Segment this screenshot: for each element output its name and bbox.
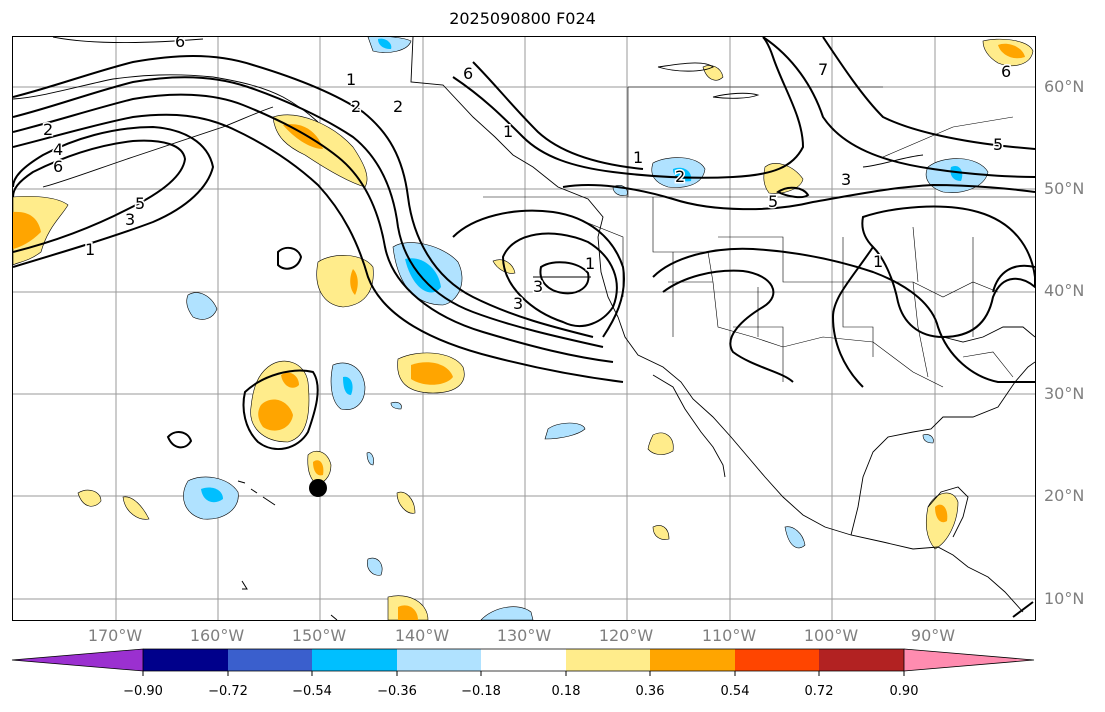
lon-label-140w: 140°W [394,626,450,645]
contour-label: 6 [53,157,63,176]
contour-label: 3 [533,277,543,296]
chart-title: 2025090800 F024 [449,9,596,28]
lon-label-170w: 170°W [87,626,143,645]
contour-label: 1 [346,70,356,89]
contour-label: 1 [503,122,513,141]
political-borders [483,86,1035,388]
contour-label: 5 [768,192,778,211]
lon-label-160w: 160°W [189,626,245,645]
contour-label: 4 [53,140,63,159]
station-marker[interactable] [309,479,327,497]
colorbar-cell [397,649,481,671]
colorbar-tick-label: −0.72 [208,684,248,699]
colorbar-extend-low [12,649,143,671]
lat-label-60n: 60°N [1044,77,1085,96]
colorbar-tick-label: 0.36 [635,684,665,699]
colorbar-extend-high [904,649,1034,671]
colorbar-cell [312,649,397,671]
lon-label-90w: 90°W [910,626,956,645]
colorbar-cell [228,649,312,671]
contour-label: 6 [1001,62,1011,81]
colorbar-cell [650,649,735,671]
colorbar-tick-label: 0.54 [720,684,750,699]
colorbar-tick-label: 0.72 [804,684,834,699]
lon-label-100w: 100°W [803,626,859,645]
colorbar-cell [143,649,228,671]
colorbar-cell [735,649,819,671]
contour-label: 1 [85,240,95,259]
contour-label: 1 [873,252,883,271]
contour-label: 2 [351,97,361,116]
contour-label: 5 [993,135,1003,154]
contour-label: 1 [633,148,643,167]
contour-label: 1 [585,254,595,273]
colorbar-tick-label: −0.18 [461,684,501,699]
lon-label-120w: 120°W [598,626,654,645]
colorbar [11,648,1035,676]
colorbar-cell [819,649,904,671]
colorbar-cell [566,649,650,671]
lat-label-50n: 50°N [1044,179,1085,198]
contour-label: 3 [513,294,523,313]
contour-lines [13,37,1035,618]
lat-label-10n: 10°N [1044,589,1085,608]
contour-label: 3 [841,170,851,189]
contour-label: 2 [675,167,685,186]
contour-label: 6 [175,37,185,51]
graticule [13,37,1035,620]
contour-label: 6 [463,64,473,83]
contour-label: 5 [135,194,145,213]
lon-label-110w: 110°W [701,626,757,645]
colorbar-tick-label: 0.18 [551,684,581,699]
lat-label-40n: 40°N [1044,281,1085,300]
contour-label: 3 [125,210,135,229]
colorbar-tick-label: −0.90 [123,684,163,699]
contour-label: 7 [818,60,828,79]
colorbar-tick-label: −0.54 [292,684,332,699]
lon-label-150w: 150°W [291,626,347,645]
lat-label-30n: 30°N [1044,384,1085,403]
coastlines [13,37,1035,613]
lat-label-20n: 20°N [1044,486,1085,505]
lon-label-130w: 130°W [496,626,552,645]
colorbar-tick-label: −0.36 [377,684,417,699]
colorbar-cell [481,649,566,671]
contour-label: 2 [43,120,53,139]
contour-label: 2 [393,97,403,116]
colorbar-tick-label: 0.90 [889,684,919,699]
anomaly-shading [13,37,1034,620]
islands [237,480,338,620]
